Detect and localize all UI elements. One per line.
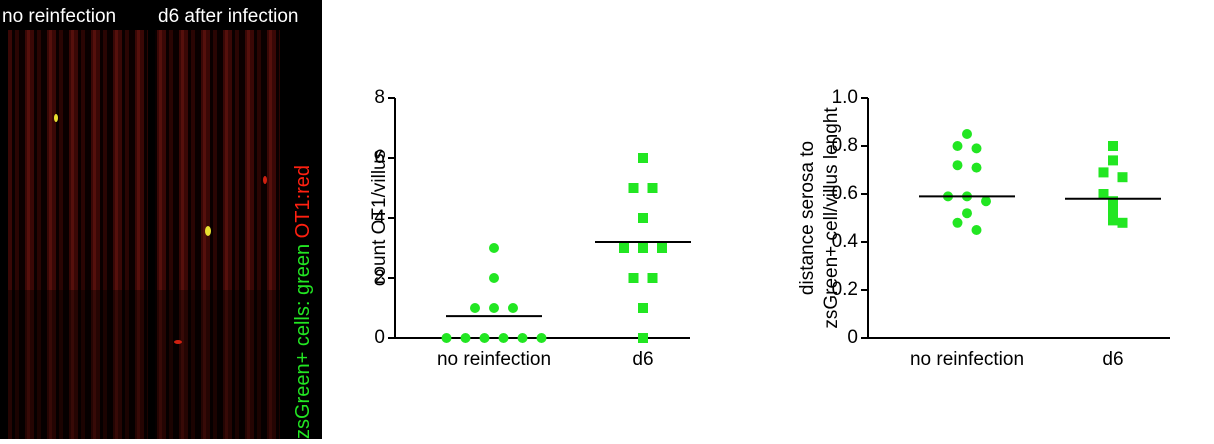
data-point [638, 213, 648, 223]
data-point [470, 303, 480, 313]
data-point [1098, 167, 1109, 178]
data-point [971, 143, 982, 154]
data-point [952, 217, 963, 228]
data-point [952, 160, 963, 171]
dot-plot: 0 0.2 0.4 0.6 0.8 1.0 distance serosa to zsGree… [797, 87, 1170, 370]
caption-green: zsGreen+ cells: green [292, 244, 314, 439]
y-tick-label: 0.8 [832, 135, 858, 156]
data-point [517, 333, 528, 343]
data-point [1108, 208, 1118, 219]
y-axis-label: zsGreen+ cell/villus lenght [821, 107, 842, 329]
data-point [657, 243, 667, 253]
data-point [441, 333, 452, 343]
x-tick-label: d6 [632, 349, 653, 370]
cell-spot [263, 176, 267, 184]
data-point [489, 273, 499, 283]
data-point [1108, 198, 1118, 209]
y-tick-label: 4 [374, 207, 385, 228]
data-point [1117, 172, 1128, 183]
y-axis-label: count OT1/villus [369, 150, 390, 286]
data-point [962, 208, 972, 219]
y-tick-label: 0.6 [832, 183, 858, 204]
y-tick-label: 2 [374, 267, 385, 288]
data-point [971, 162, 982, 173]
data-point [536, 333, 547, 343]
dot-plot: 0 2 4 6 8 count OT1/villus no reinfection d6 [369, 87, 691, 370]
data-point [1098, 189, 1109, 199]
x-tick-label: no reinfection [910, 349, 1024, 370]
data-point [628, 183, 639, 193]
data-point [498, 333, 509, 343]
image-label: d6 after infection [158, 6, 298, 27]
cell-spot [54, 114, 58, 122]
data-point [619, 243, 629, 253]
micrograph: no reinfection d6 after infection zsGree… [0, 0, 322, 439]
y-tick-label: 1.0 [832, 87, 858, 108]
data-point [981, 196, 991, 207]
data-point [628, 273, 639, 283]
data-point [952, 141, 963, 151]
y-tick-label: 6 [374, 147, 385, 168]
image-left [8, 30, 148, 439]
x-tick-label: no reinfection [437, 349, 551, 370]
y-tick-label: 0 [847, 327, 858, 348]
data-point [638, 153, 648, 163]
data-point [1117, 217, 1128, 228]
data-point [638, 303, 648, 313]
image-shade [8, 290, 280, 439]
data-point [489, 243, 499, 253]
image-right [155, 30, 280, 439]
image-caption: zsGreen+ cells: green OT1:red [292, 165, 314, 439]
y-axis-label: distance serosa to [797, 141, 818, 295]
data-point [962, 129, 972, 139]
y-tick-label: 8 [374, 87, 385, 108]
data-point [647, 273, 658, 283]
y-tick-label: 0 [374, 327, 385, 348]
cell-spot [174, 340, 182, 344]
y-tick-label: 0.4 [832, 231, 859, 252]
data-point [1108, 215, 1118, 226]
data-point [508, 303, 518, 313]
y-tick-label: 0.2 [832, 279, 858, 300]
data-point [1108, 155, 1118, 166]
data-point [460, 333, 471, 343]
data-point [647, 183, 658, 193]
image-label: no reinfection [2, 6, 116, 27]
x-tick-label: d6 [1102, 349, 1123, 370]
data-point [971, 225, 982, 235]
data-point [1108, 141, 1118, 151]
data-point [638, 333, 648, 343]
data-point [638, 243, 648, 253]
data-point [479, 333, 490, 343]
cell-spot [205, 226, 211, 236]
caption-red: OT1:red [292, 165, 314, 238]
data-point [489, 303, 499, 313]
